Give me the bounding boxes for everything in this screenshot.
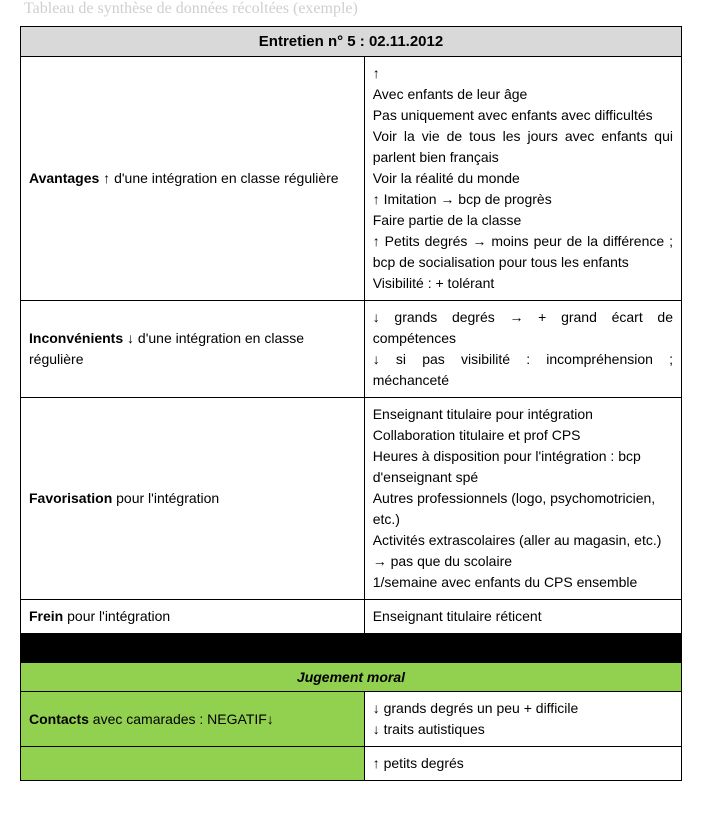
- inconvenients-content: ↓ grands degrés → + grand écart de compé…: [364, 301, 681, 398]
- row-contacts-positif: ↑ petits degrés: [21, 747, 682, 781]
- row-frein: Frein pour l'intégration Enseignant titu…: [21, 600, 682, 634]
- contacts-neg-label-rest: avec camarades : NEGATIF↓: [89, 711, 274, 727]
- contacts-pos-content: ↑ petits degrés: [364, 747, 681, 781]
- row-avantages: Avantages ↑ d'une intégration en classe …: [21, 57, 682, 301]
- avantages-label: Avantages ↑ d'une intégration en classe …: [21, 57, 365, 301]
- frein-label: Frein pour l'intégration: [21, 600, 365, 634]
- row-inconvenients: Inconvénients ↓ d'une intégration en cla…: [21, 301, 682, 398]
- favorisation-label-rest: pour l'intégration: [112, 490, 219, 506]
- frein-content: Enseignant titulaire réticent: [364, 600, 681, 634]
- favorisation-label: Favorisation pour l'intégration: [21, 398, 365, 600]
- row-contacts-negatif: Contacts avec camarades : NEGATIF↓ ↓ gra…: [21, 692, 682, 747]
- black-cell-right: [364, 634, 681, 663]
- avantages-label-rest: ↑ d'une intégration en classe régulière: [99, 170, 338, 186]
- contacts-pos-label: [21, 747, 365, 781]
- jugement-header: Jugement moral: [21, 663, 682, 692]
- avantages-label-lead: Avantages: [29, 170, 99, 186]
- synthesis-table: Entretien n° 5 : 02.11.2012 Avantages ↑ …: [20, 26, 682, 781]
- row-favorisation: Favorisation pour l'intégration Enseigna…: [21, 398, 682, 600]
- inconvenients-label: Inconvénients ↓ d'une intégration en cla…: [21, 301, 365, 398]
- table-header-row: Entretien n° 5 : 02.11.2012: [21, 27, 682, 57]
- contacts-neg-label: Contacts avec camarades : NEGATIF↓: [21, 692, 365, 747]
- contacts-neg-content: ↓ grands degrés un peu + difficile ↓ tra…: [364, 692, 681, 747]
- page-title: Tableau de synthèse de données récoltées…: [24, 0, 682, 18]
- favorisation-label-lead: Favorisation: [29, 490, 112, 506]
- inconvenients-label-lead: Inconvénients: [29, 330, 123, 346]
- avantages-content: ↑ Avec enfants de leur âge Pas uniquemen…: [364, 57, 681, 301]
- contacts-neg-label-lead: Contacts: [29, 711, 89, 727]
- frein-label-lead: Frein: [29, 608, 63, 624]
- black-cell-left: [21, 634, 365, 663]
- row-separator-black: [21, 634, 682, 663]
- frein-label-rest: pour l'intégration: [63, 608, 170, 624]
- row-jugement-header: Jugement moral: [21, 663, 682, 692]
- favorisation-content: Enseignant titulaire pour intégration Co…: [364, 398, 681, 600]
- table-header: Entretien n° 5 : 02.11.2012: [21, 27, 682, 57]
